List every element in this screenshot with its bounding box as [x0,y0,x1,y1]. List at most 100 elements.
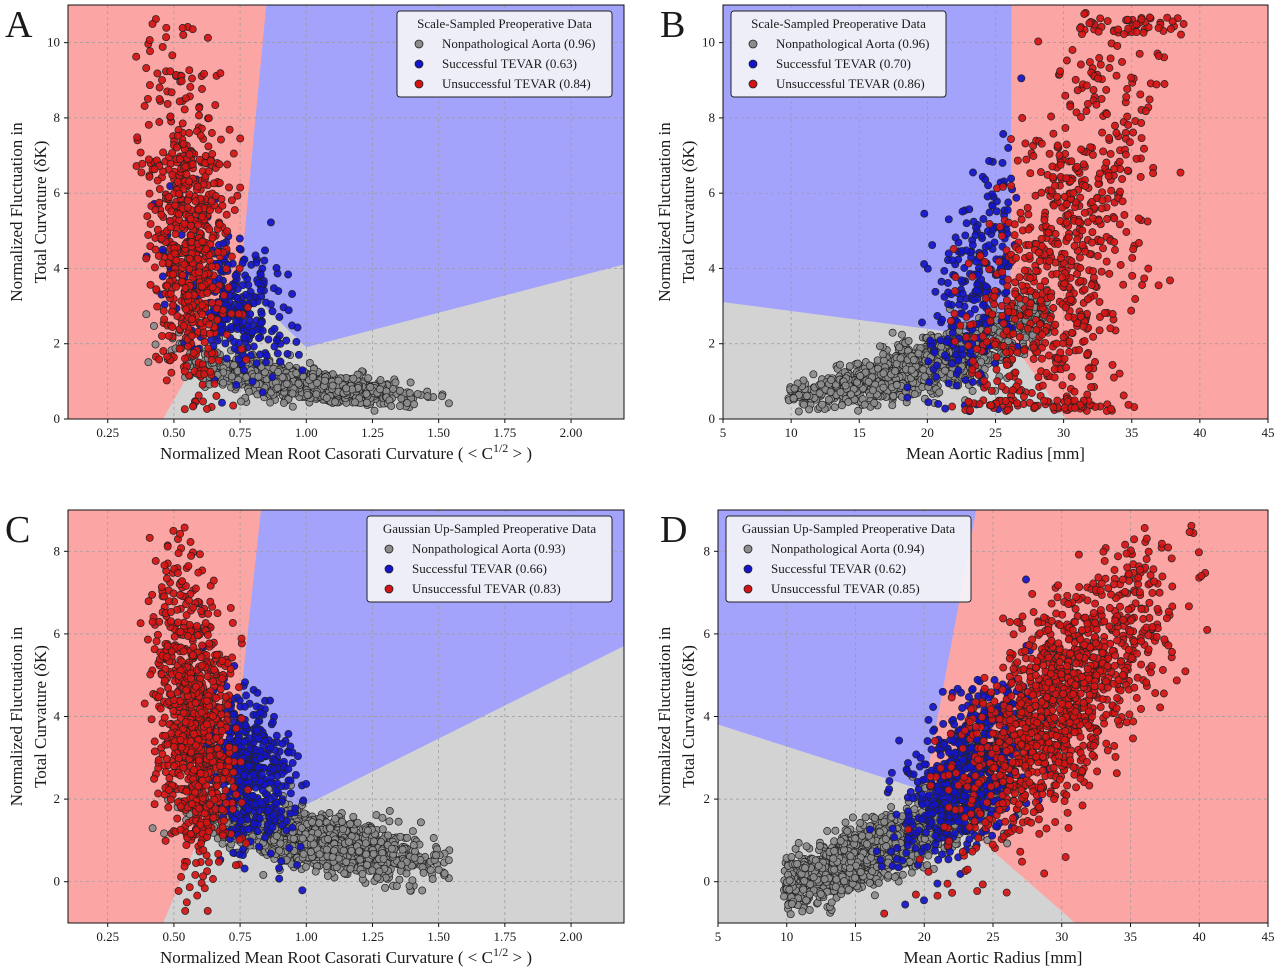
data-point-series-2 [1081,247,1090,256]
data-point-series-2 [950,309,959,318]
data-point-series-1 [1004,143,1013,152]
data-point-series-1 [233,324,242,333]
data-point-series-2 [1002,296,1011,305]
data-point-series-2 [206,156,215,165]
data-point-series-2 [153,225,162,234]
data-point-series-1 [954,356,963,365]
data-point-series-2 [185,190,194,199]
data-point-series-2 [1024,210,1033,219]
data-point-series-0 [312,390,321,399]
data-point-series-2 [1097,94,1106,103]
data-point-series-2 [1076,193,1085,202]
data-point-series-0 [870,398,879,407]
data-point-series-2 [1016,322,1024,331]
data-point-series-2 [171,201,180,210]
data-point-series-2 [966,320,975,329]
data-point-series-2 [1113,41,1122,50]
data-point-series-1 [903,383,912,392]
data-point-series-2 [1045,149,1054,158]
data-point-series-2 [999,319,1008,328]
data-point-series-2 [964,397,973,406]
legend-entry: Successful TEVAR (0.63) [442,56,577,71]
data-point-series-2 [137,168,146,177]
x-tick-label: 1.00 [295,425,318,440]
data-point-series-1 [952,381,961,390]
data-point-series-2 [173,177,182,186]
data-point-series-2 [986,401,995,410]
data-point-series-2 [237,345,246,354]
data-point-series-1 [234,355,243,364]
data-point-series-1 [948,256,957,265]
data-point-series-2 [1051,230,1060,238]
data-point-series-1 [958,207,967,216]
data-point-series-2 [1097,204,1106,213]
data-point-series-2 [1051,181,1060,190]
data-point-series-2 [974,371,983,379]
data-point-series-2 [1134,214,1143,223]
data-point-series-2 [951,287,959,296]
data-point-series-2 [1166,276,1174,285]
data-point-series-1 [941,404,950,413]
data-point-series-0 [865,361,874,370]
data-point-series-1 [985,208,994,217]
data-point-series-0 [853,359,862,368]
x-tick-label: 2.00 [560,425,583,440]
data-point-series-2 [1076,312,1085,321]
data-point-series-2 [211,192,220,200]
data-point-series-0 [273,383,282,392]
data-point-series-0 [968,387,977,395]
data-point-series-0 [413,390,422,399]
legend-marker [748,39,758,49]
data-point-series-0 [410,400,418,409]
y-tick-label: 0 [709,411,716,426]
data-point-series-1 [275,313,284,321]
data-point-series-1 [958,289,967,298]
data-point-series-1 [248,377,257,386]
data-point-series-2 [1065,348,1074,356]
data-point-series-2 [1008,386,1017,395]
data-point-series-2 [985,220,994,228]
data-point-series-2 [1007,135,1015,144]
data-point-series-2 [1114,25,1123,34]
plot-frame [67,4,625,420]
data-point-series-2 [145,189,154,198]
y-tick-label: 2 [54,336,61,351]
data-point-series-2 [174,189,183,198]
data-point-series-0 [403,399,412,407]
data-point-series-1 [970,305,979,314]
data-point-series-1 [273,349,282,358]
data-point-series-2 [179,30,188,39]
data-point-series-2 [997,382,1006,391]
data-point-series-1 [268,307,277,316]
data-point-series-2 [1094,27,1103,36]
data-point-series-2 [1023,324,1032,333]
data-point-series-1 [972,286,981,295]
data-point-series-2 [998,268,1007,277]
data-point-series-2 [1095,297,1104,306]
data-point-series-0 [847,390,855,399]
y-axis-label-line1: Normalized Fluctuation in [655,122,674,302]
data-point-series-2 [1070,242,1079,250]
data-point-series-0 [892,359,901,368]
data-point-series-0 [824,395,833,404]
data-point-series-2 [158,42,167,51]
data-point-series-2 [1096,237,1105,245]
data-point-series-1 [934,399,943,408]
data-point-series-2 [996,222,1004,231]
data-point-series-0 [818,400,827,409]
data-point-series-2 [1116,261,1125,269]
data-point-series-2 [1025,398,1034,407]
data-point-series-2 [1145,13,1154,22]
legend-box [396,10,613,98]
data-point-series-2 [168,149,177,158]
data-point-series-2 [1038,330,1047,339]
data-point-series-2 [1176,168,1185,177]
data-point-series-2 [1076,277,1085,285]
data-point-series-2 [946,317,955,325]
data-point-series-2 [166,67,175,76]
data-point-series-2 [185,150,194,159]
scatter-points [784,8,1188,416]
data-point-series-2 [205,329,214,338]
data-point-series-2 [1047,112,1056,121]
data-point-series-2 [227,196,236,205]
